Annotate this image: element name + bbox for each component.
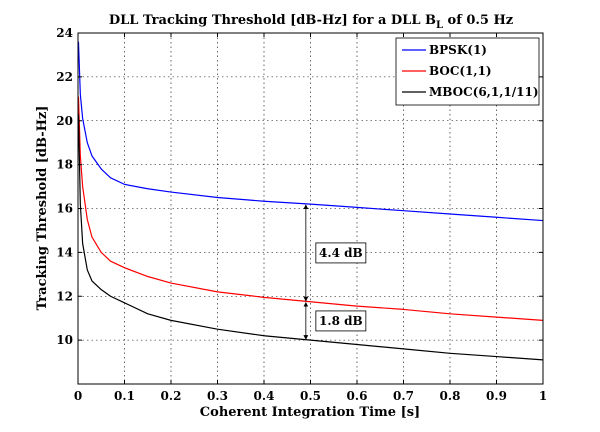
- x-tick-label: 0.4: [254, 389, 275, 403]
- y-tick-label: 12: [56, 289, 73, 303]
- legend: BPSK(1) BOC(1,1) MBOC(6,1,1/11): [395, 37, 540, 106]
- y-tick-label: 22: [56, 70, 73, 84]
- legend-label-1: BOC(1,1): [429, 64, 492, 78]
- x-tick-label: 1: [539, 389, 547, 403]
- chart-title: DLL Tracking Threshold [dB-Hz] for a DLL…: [109, 13, 513, 31]
- x-tick-label: 0.9: [486, 389, 507, 403]
- y-tick-label: 16: [56, 202, 73, 216]
- y-axis-label: Tracking Threshold [dB-Hz]: [35, 106, 50, 311]
- chart-title-subscript: L: [436, 20, 443, 31]
- x-tick-label: 0.5: [300, 389, 321, 403]
- series-line-1: [77, 96, 544, 321]
- x-tick-label: 0.3: [207, 389, 228, 403]
- annotation-label-1: 1.8 dB: [319, 314, 363, 328]
- chart-title-main: DLL Tracking Threshold [dB-Hz] for a DLL…: [109, 13, 436, 28]
- x-tick-label: 0.2: [161, 389, 182, 403]
- x-tick-label: 0.7: [393, 389, 414, 403]
- x-tick-label: 0: [74, 389, 82, 403]
- y-tick-label: 10: [56, 333, 73, 347]
- annotations: 4.4 dB 1.8 dB: [303, 204, 367, 340]
- series-line-0: [77, 41, 544, 222]
- y-tick-label: 14: [56, 245, 73, 259]
- y-tick-label: 20: [56, 114, 73, 128]
- annotation-box-1: [315, 310, 367, 332]
- x-tick-label: 0.8: [440, 389, 461, 403]
- y-tick-label: 18: [56, 158, 73, 172]
- legend-label-0: BPSK(1): [429, 43, 487, 57]
- annotation-box-0: [315, 242, 367, 264]
- x-axis-label: Coherent Integration Time [s]: [200, 405, 420, 420]
- y-tick-label: 24: [56, 26, 73, 40]
- grid-lines: [78, 33, 543, 384]
- chart-title-suffix: of 0.5 Hz: [443, 13, 513, 28]
- legend-label-2: MBOC(6,1,1/11): [429, 85, 539, 99]
- series-line-2: [77, 114, 544, 361]
- x-tick-label: 0.1: [114, 389, 135, 403]
- axis-ticks: 0 0.1 0.2 0.3 0.4 0.5 0.6 0.7 0.8 0.9 1 10 12 14 16 18 2…: [56, 26, 547, 403]
- annotation-label-0: 4.4 dB: [319, 246, 363, 260]
- series-lines: [77, 41, 544, 361]
- x-tick-label: 0.6: [347, 389, 368, 403]
